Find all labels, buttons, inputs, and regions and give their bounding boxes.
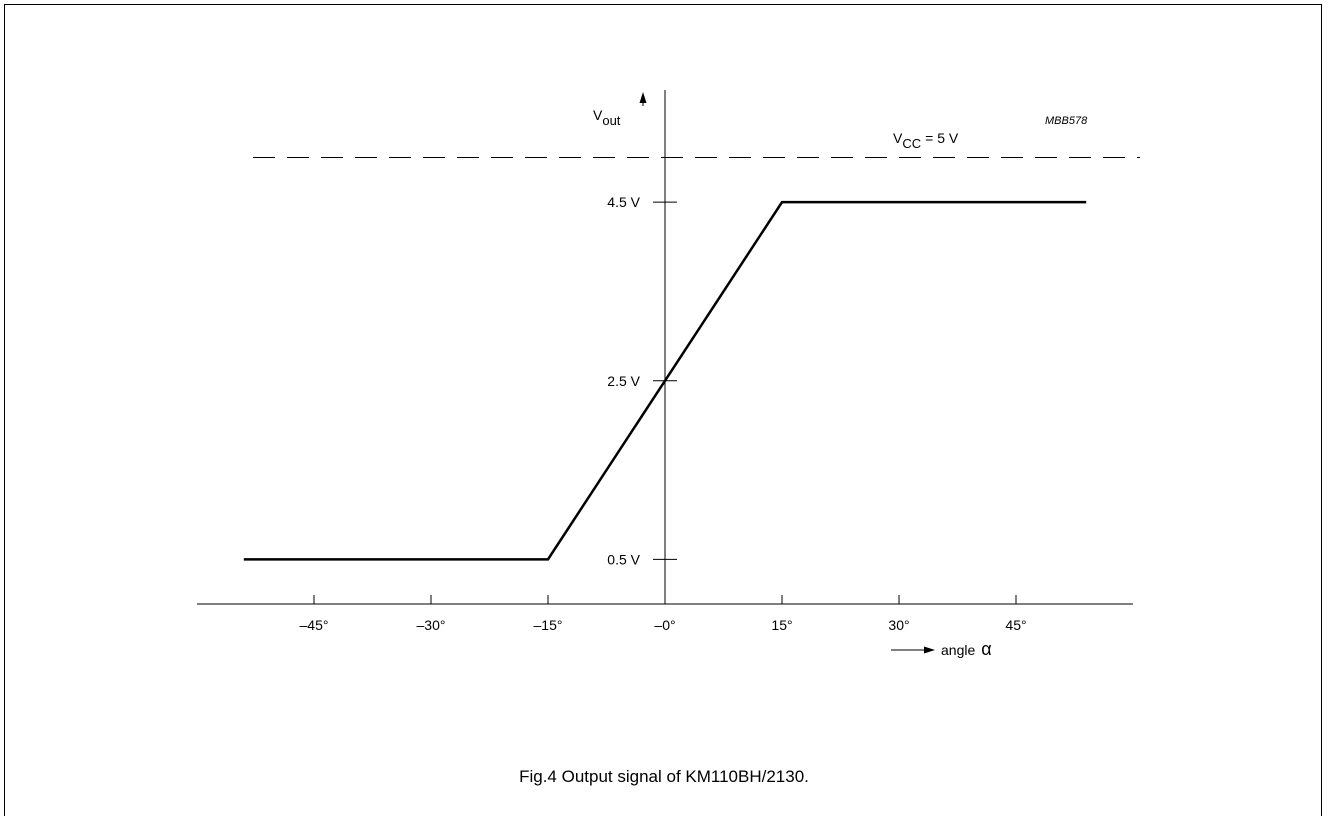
y-axis-arrow-head bbox=[639, 92, 647, 103]
x-tick-label: –0° bbox=[654, 617, 675, 633]
x-axis-label: angle α bbox=[941, 639, 992, 659]
y-tick-label: 4.5 V bbox=[607, 194, 640, 210]
figure-code: MBB578 bbox=[1045, 115, 1088, 127]
y-tick-label: 0.5 V bbox=[607, 551, 640, 567]
x-tick-label: 45° bbox=[1005, 617, 1026, 633]
chart: Vout MBB578 VCC = 5 V angle α –45° –30° –15°… bbox=[197, 90, 1140, 659]
x-axis-arrow-head bbox=[924, 646, 935, 654]
x-tick-label: 15° bbox=[771, 617, 792, 633]
figure-frame bbox=[4, 4, 1322, 816]
vout-series-line bbox=[243, 200, 1087, 561]
x-tick-label: 30° bbox=[888, 617, 909, 633]
vcc-label: VCC = 5 V bbox=[893, 130, 959, 151]
figure-caption: Fig.4 Output signal of KM110BH/2130. bbox=[519, 767, 809, 786]
x-tick-label: –45° bbox=[300, 617, 329, 633]
y-axis-label: Vout bbox=[593, 107, 621, 128]
x-tick-label: –15° bbox=[534, 617, 563, 633]
y-tick-label: 2.5 V bbox=[607, 373, 640, 389]
x-tick-label: –30° bbox=[417, 617, 446, 633]
